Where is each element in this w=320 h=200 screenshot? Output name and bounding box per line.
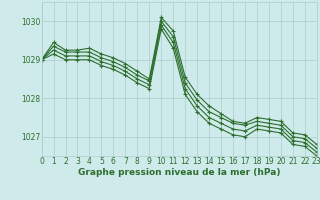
X-axis label: Graphe pression niveau de la mer (hPa): Graphe pression niveau de la mer (hPa) bbox=[78, 168, 280, 177]
